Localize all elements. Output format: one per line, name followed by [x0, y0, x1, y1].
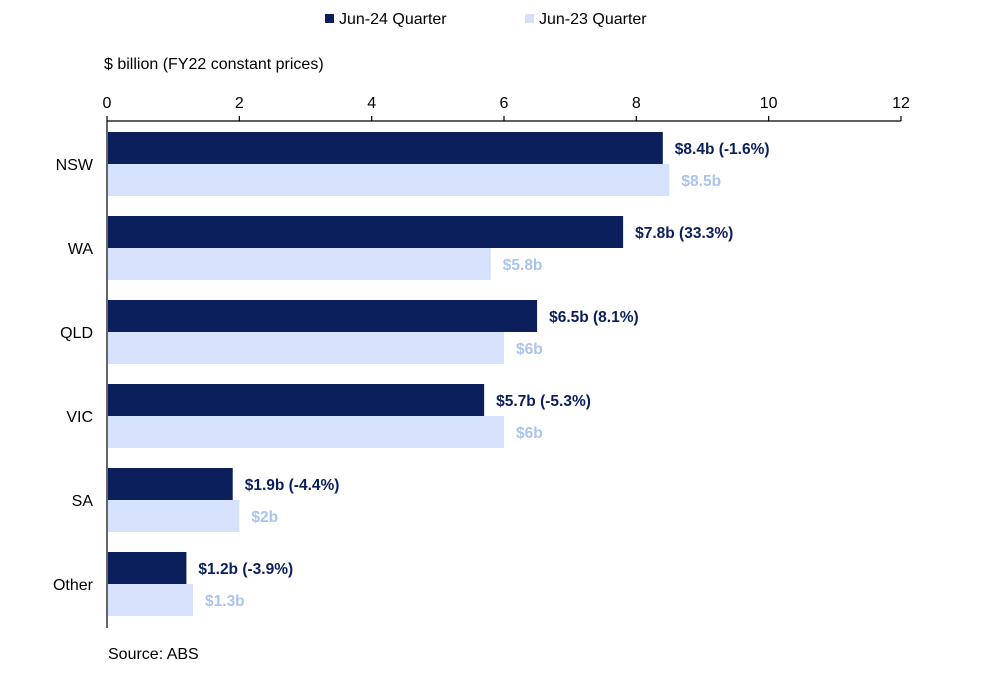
- x-tick-label: 0: [103, 95, 112, 112]
- data-label: $1.9b (-4.4%): [245, 477, 340, 494]
- bar: [108, 500, 240, 532]
- category-label: Other: [53, 577, 94, 594]
- legend-label: Jun-24 Quarter: [339, 11, 447, 28]
- bar: [108, 132, 663, 164]
- legend-item: Jun-23 Quarter: [525, 11, 647, 28]
- x-tick-label: 2: [235, 95, 244, 112]
- legend-swatch: [525, 14, 534, 23]
- data-label: $8.5b: [681, 173, 721, 190]
- legend-label: Jun-23 Quarter: [539, 11, 647, 28]
- data-label: $1.3b: [205, 593, 245, 610]
- data-label: $6b: [516, 341, 543, 358]
- x-tick-label: 4: [367, 95, 376, 112]
- bar: [108, 300, 538, 332]
- bar: [108, 248, 491, 280]
- category-label: QLD: [60, 325, 93, 342]
- x-tick-label: 8: [632, 95, 641, 112]
- bar: [108, 416, 504, 448]
- data-label: $6.5b (8.1%): [549, 309, 639, 326]
- bar: [108, 584, 194, 616]
- bar: [108, 216, 624, 248]
- unit-label: $ billion (FY22 constant prices): [104, 56, 324, 73]
- legend-swatch: [325, 14, 334, 23]
- legend-item: Jun-24 Quarter: [325, 11, 447, 28]
- bars: $8.4b (-1.6%) $8.5b $7.8b (33.3%) $5.8b $6.5…: [108, 132, 770, 616]
- data-label: $1.2b (-3.9%): [198, 561, 293, 578]
- data-label: $5.7b (-5.3%): [496, 393, 591, 410]
- bar: [108, 468, 233, 500]
- bar: [108, 332, 504, 364]
- bar: [108, 164, 670, 196]
- source-note: Source: ABS: [108, 646, 199, 663]
- data-label: $8.4b (-1.6%): [675, 141, 770, 158]
- x-tick-label: 10: [760, 95, 778, 112]
- category-label: VIC: [66, 409, 93, 426]
- data-label: $7.8b (33.3%): [635, 225, 733, 242]
- bar: [108, 552, 187, 584]
- data-label: $5.8b: [503, 257, 543, 274]
- category-label: SA: [72, 493, 94, 510]
- x-tick-label: 12: [892, 95, 910, 112]
- bar: [108, 384, 485, 416]
- data-label: $2b: [251, 509, 278, 526]
- category-label: WA: [68, 241, 94, 258]
- legend: Jun-24 Quarter Jun-23 Quarter: [325, 11, 647, 28]
- category-labels: NSW WA QLD VIC SA Other: [53, 157, 94, 594]
- x-axis: 0 2 4 6 8 10 12: [103, 95, 910, 628]
- data-label: $6b: [516, 425, 543, 442]
- x-tick-label: 6: [500, 95, 509, 112]
- category-label: NSW: [56, 157, 94, 174]
